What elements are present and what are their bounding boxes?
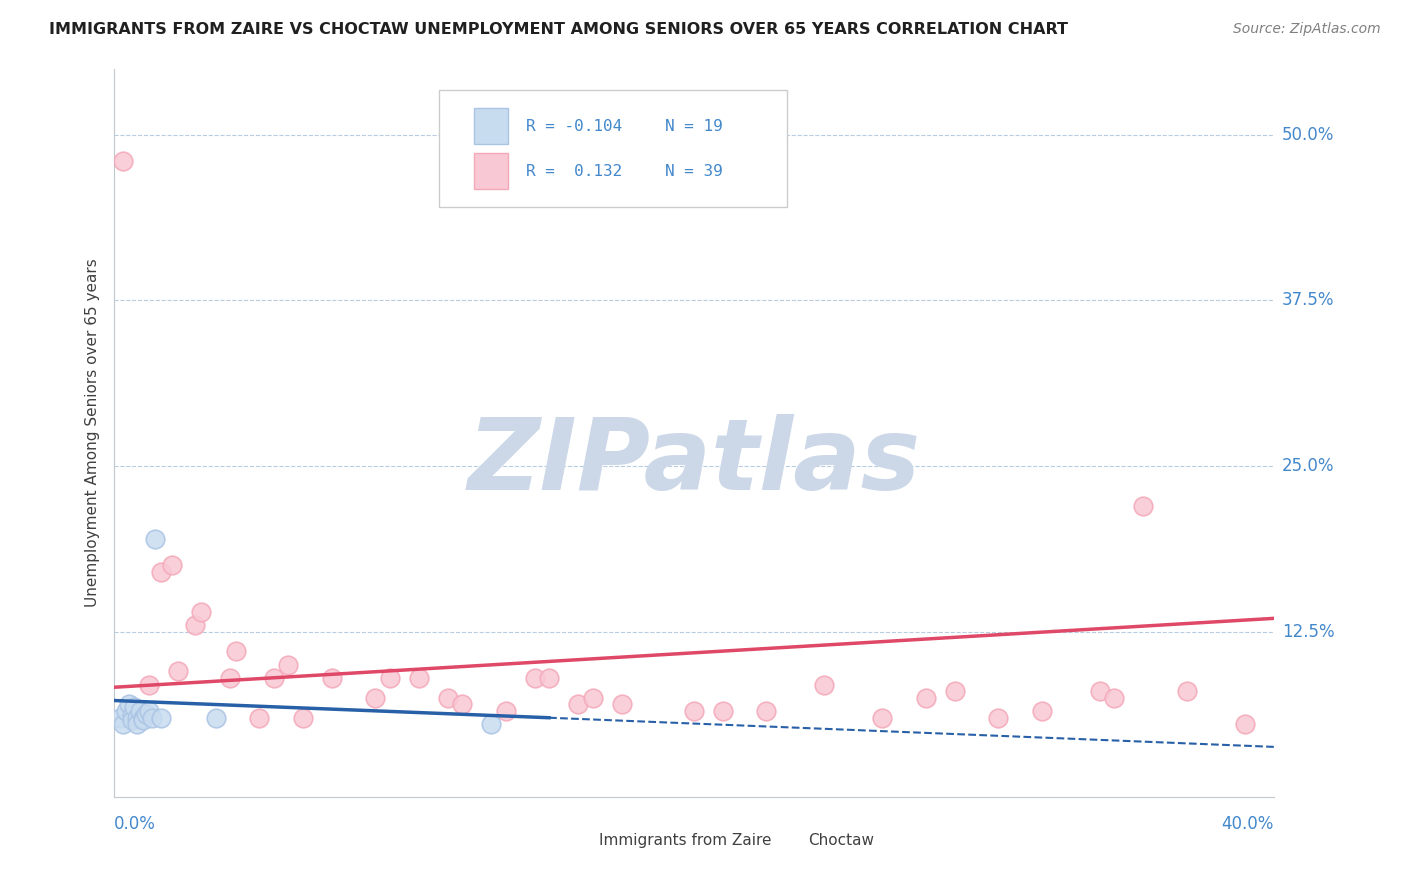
Point xyxy=(1132,499,1154,513)
Point xyxy=(610,698,633,712)
FancyBboxPatch shape xyxy=(769,832,799,848)
Point xyxy=(987,711,1010,725)
Point xyxy=(711,704,734,718)
Point xyxy=(523,671,546,685)
Point xyxy=(143,532,166,546)
Point xyxy=(915,690,938,705)
Text: 25.0%: 25.0% xyxy=(1282,457,1334,475)
Point xyxy=(291,711,314,725)
Point xyxy=(135,706,157,721)
Text: N = 39: N = 39 xyxy=(665,163,723,178)
Point xyxy=(132,714,155,728)
Point xyxy=(1088,684,1111,698)
Point xyxy=(129,704,152,718)
Text: IMMIGRANTS FROM ZAIRE VS CHOCTAW UNEMPLOYMENT AMONG SENIORS OVER 65 YEARS CORREL: IMMIGRANTS FROM ZAIRE VS CHOCTAW UNEMPLO… xyxy=(49,22,1069,37)
Point xyxy=(581,690,603,705)
Y-axis label: Unemployment Among Seniors over 65 years: Unemployment Among Seniors over 65 years xyxy=(86,259,100,607)
Point xyxy=(755,704,778,718)
Point xyxy=(872,711,894,725)
Point xyxy=(114,704,136,718)
Text: 12.5%: 12.5% xyxy=(1282,623,1334,640)
Point xyxy=(108,711,131,725)
Point xyxy=(683,704,706,718)
Point xyxy=(378,671,401,685)
Text: 40.0%: 40.0% xyxy=(1222,815,1274,833)
Point xyxy=(149,565,172,579)
Point xyxy=(943,684,966,698)
Point xyxy=(263,671,285,685)
Point xyxy=(138,704,160,718)
Point xyxy=(479,717,502,731)
Point xyxy=(219,671,242,685)
Point xyxy=(121,714,143,728)
FancyBboxPatch shape xyxy=(474,109,509,145)
Text: N = 19: N = 19 xyxy=(665,119,723,134)
Point xyxy=(141,711,163,725)
Point xyxy=(149,711,172,725)
Point xyxy=(364,690,387,705)
Point xyxy=(408,671,430,685)
Point xyxy=(167,665,190,679)
Point xyxy=(204,711,226,725)
Point xyxy=(1031,704,1053,718)
Text: R =  0.132: R = 0.132 xyxy=(526,163,621,178)
Text: Immigrants from Zaire: Immigrants from Zaire xyxy=(599,833,772,847)
Point xyxy=(247,711,270,725)
Point xyxy=(321,671,343,685)
Point xyxy=(132,711,155,725)
Point xyxy=(184,618,207,632)
Point xyxy=(111,154,134,169)
Text: Choctaw: Choctaw xyxy=(807,833,873,847)
Text: R = -0.104: R = -0.104 xyxy=(526,119,621,134)
Point xyxy=(538,671,561,685)
Point xyxy=(190,605,212,619)
Text: 37.5%: 37.5% xyxy=(1282,292,1334,310)
Point xyxy=(124,700,146,714)
Point xyxy=(225,644,247,658)
Point xyxy=(451,698,474,712)
Point xyxy=(111,717,134,731)
Point xyxy=(121,708,143,723)
Point xyxy=(567,698,589,712)
Point xyxy=(436,690,458,705)
Point xyxy=(813,678,835,692)
Point xyxy=(1104,690,1126,705)
Text: 50.0%: 50.0% xyxy=(1282,126,1334,144)
Point xyxy=(1175,684,1198,698)
Text: 0.0%: 0.0% xyxy=(114,815,156,833)
FancyBboxPatch shape xyxy=(561,832,589,848)
Text: ZIPatlas: ZIPatlas xyxy=(467,414,921,510)
Point xyxy=(138,678,160,692)
Point xyxy=(160,558,183,573)
Point xyxy=(495,704,517,718)
FancyBboxPatch shape xyxy=(439,90,787,207)
Point xyxy=(118,698,141,712)
Text: Source: ZipAtlas.com: Source: ZipAtlas.com xyxy=(1233,22,1381,37)
Point xyxy=(1233,717,1256,731)
FancyBboxPatch shape xyxy=(474,153,509,189)
Point xyxy=(127,717,149,731)
Point xyxy=(127,711,149,725)
Point xyxy=(277,657,299,672)
